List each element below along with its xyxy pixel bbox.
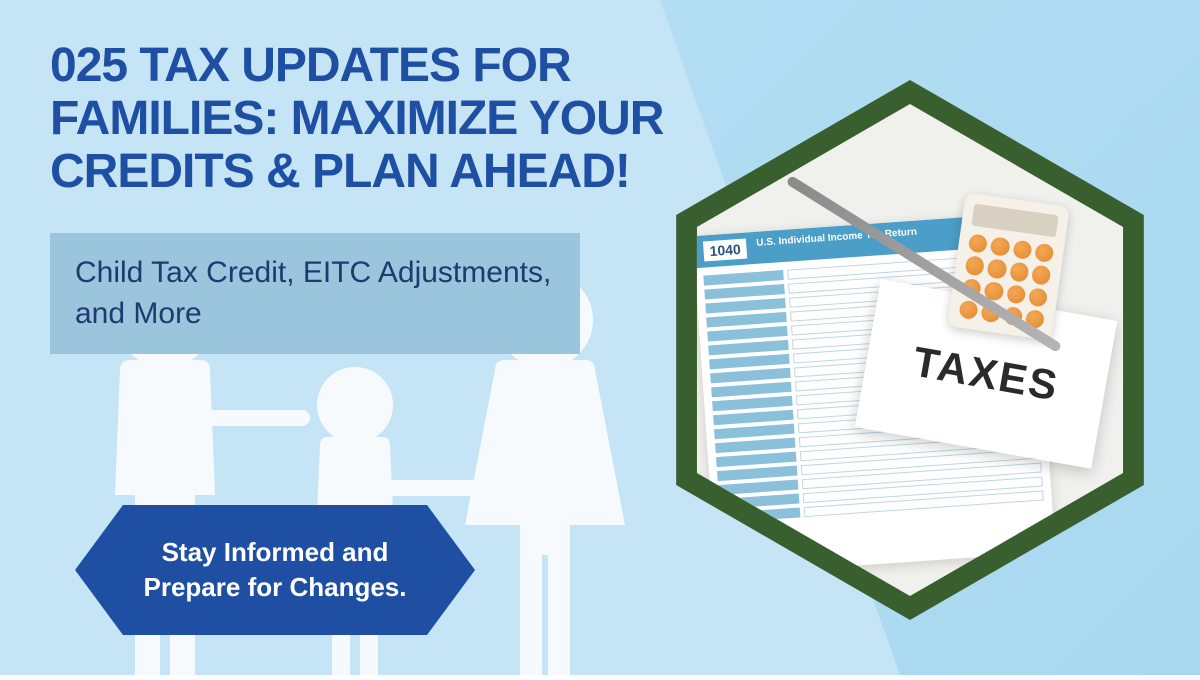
subtitle-box: Child Tax Credit, EITC Adjustments, and … xyxy=(50,233,580,354)
infographic-container: 025 TAX UPDATES FOR FAMILIES: MAXIMIZE Y… xyxy=(0,0,1200,675)
headline: 025 TAX UPDATES FOR FAMILIES: MAXIMIZE Y… xyxy=(50,40,670,198)
cta-hexagon: Stay Informed and Prepare for Changes. xyxy=(75,505,475,635)
content-area: 025 TAX UPDATES FOR FAMILIES: MAXIMIZE Y… xyxy=(0,0,1200,394)
